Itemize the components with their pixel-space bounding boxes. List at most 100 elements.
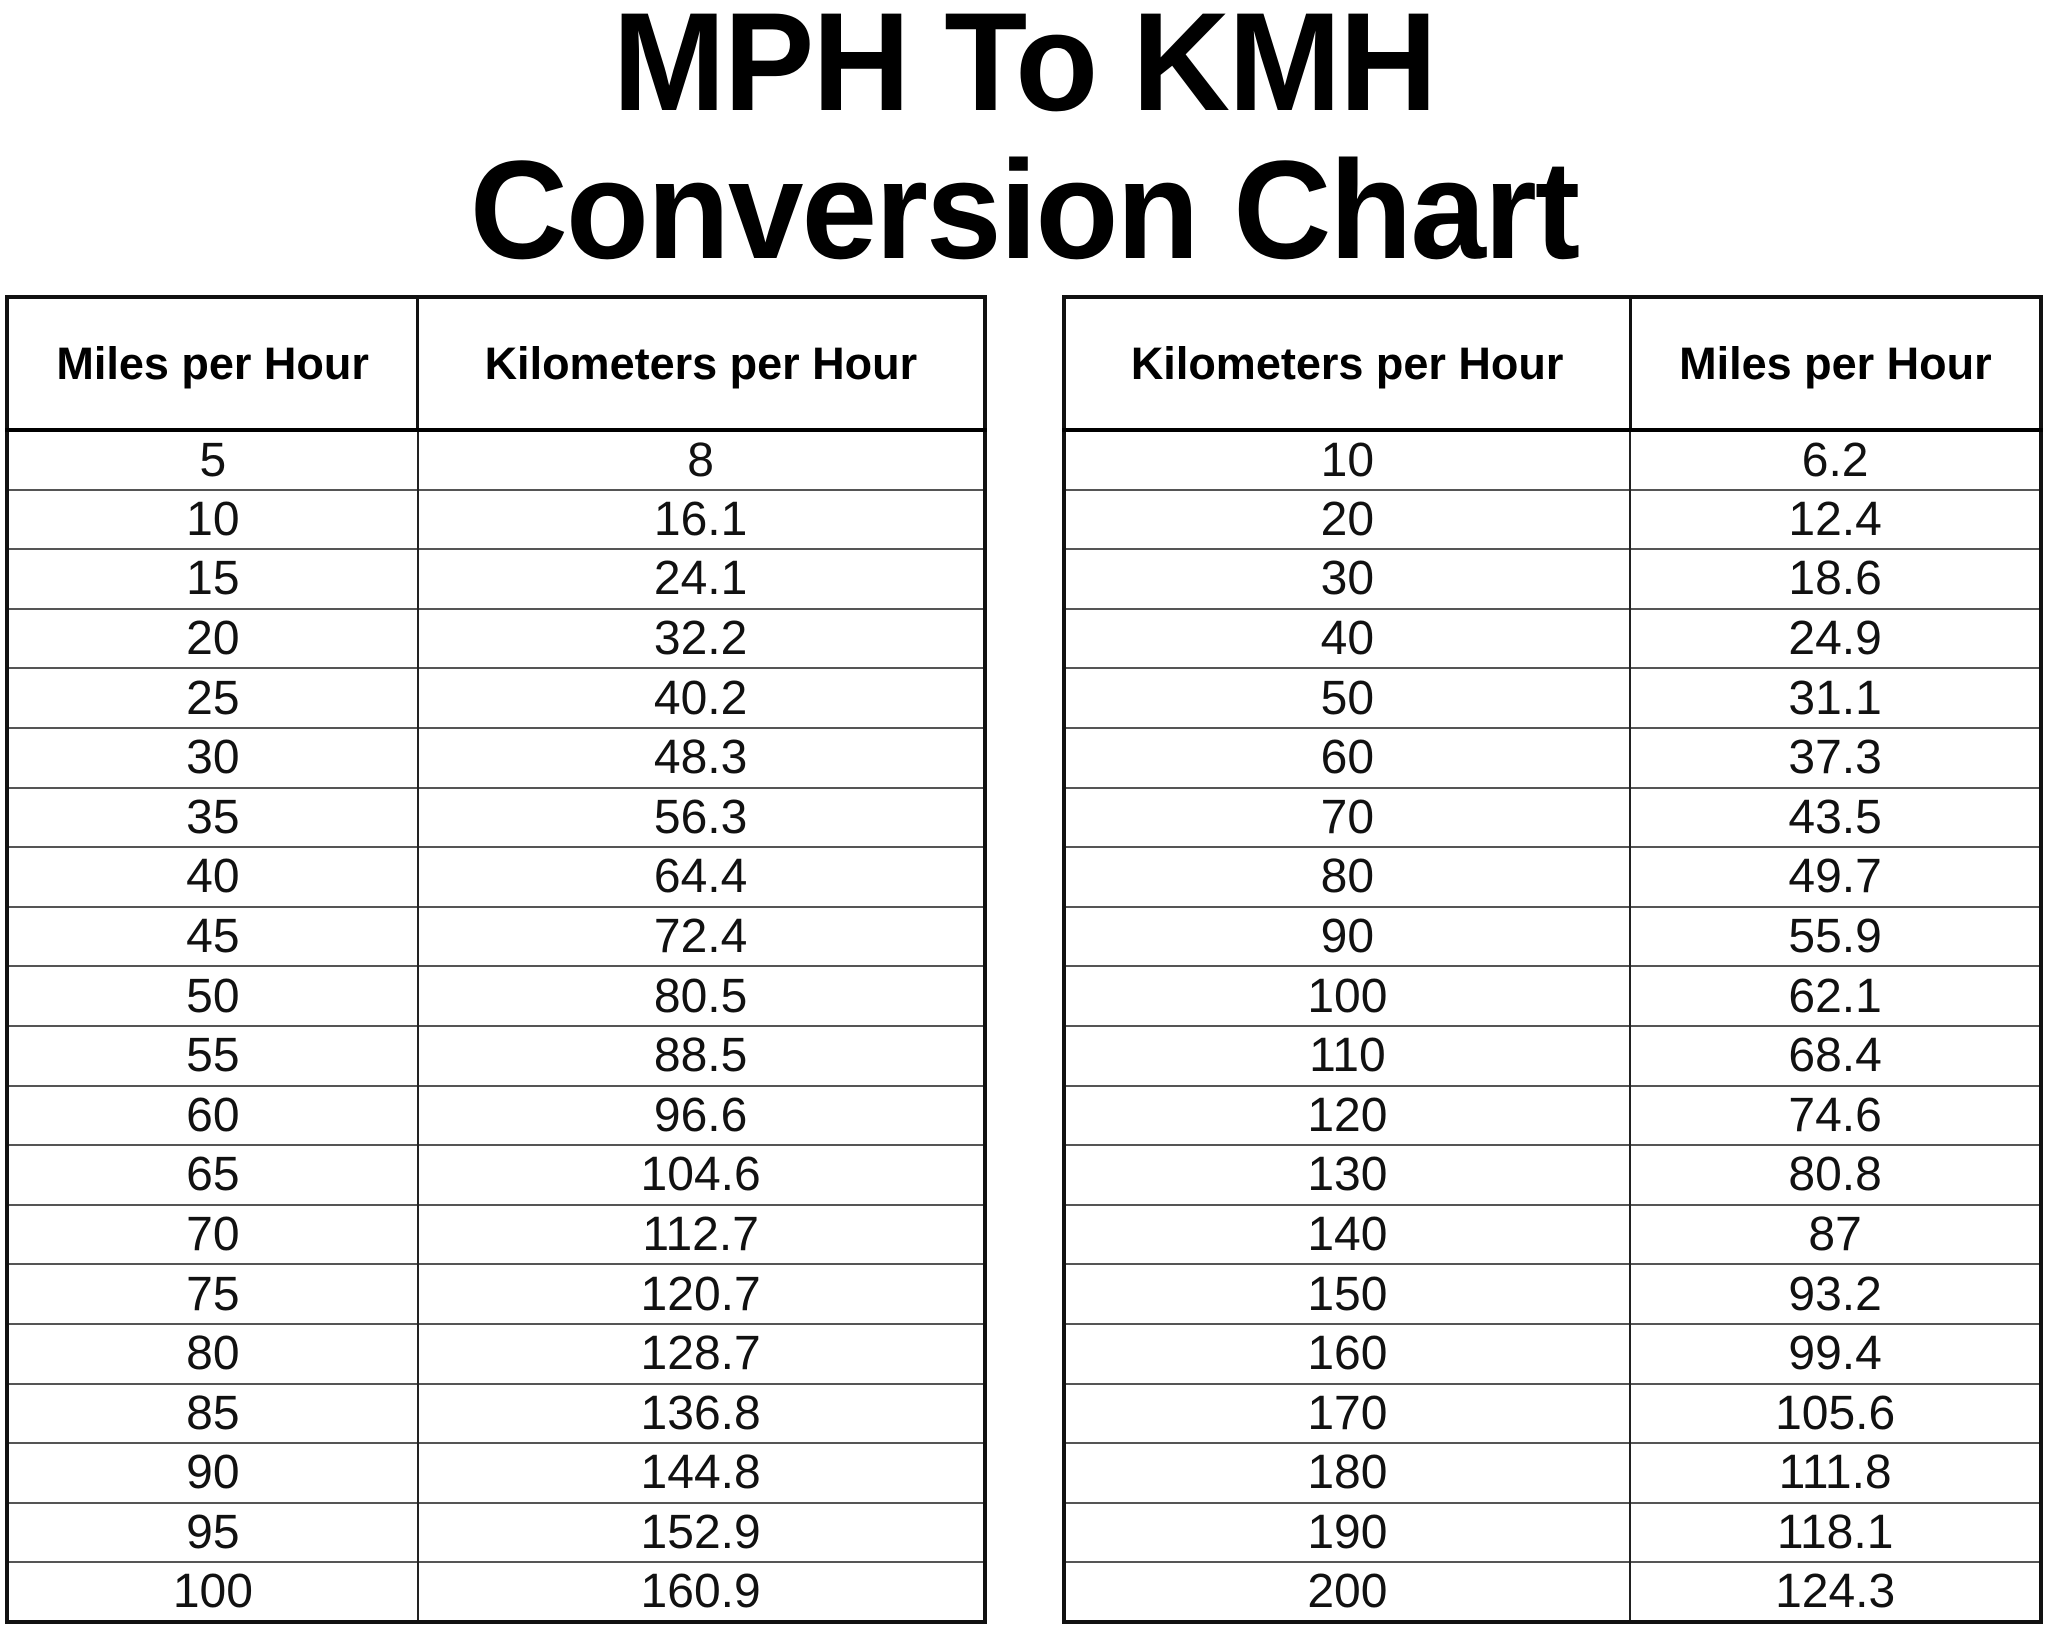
cell-value: 104.6 [640,1148,761,1202]
table-cell: 120.7 [416,1263,985,1324]
column-header-kilometers-per-hour: Kilometers per Hour [416,297,985,432]
cell-value: 180 [1307,1446,1388,1500]
cell-value: 105.6 [1775,1386,1896,1440]
cell-value: 10 [1320,433,1375,487]
table-row: 35 56.3 [7,786,985,848]
table-cell: 105.6 [1629,1382,2041,1444]
cell-value: 18.6 [1788,552,1882,606]
table-cell: 37.3 [1629,726,2041,788]
cell-value: 40.2 [653,671,748,725]
table-cell: 20 [7,607,418,669]
table-cell: 70 [7,1203,418,1265]
table-cell: 20 [1063,488,1631,550]
table-cell: 170 [1063,1382,1631,1444]
table-cell: 45 [7,905,418,967]
cell-value: 72.4 [653,910,748,964]
table-row: 85 136.8 [7,1382,985,1444]
table-cell: 111.8 [1629,1442,2041,1503]
table-cell: 150 [1063,1263,1631,1324]
cell-value: 62.1 [1788,969,1882,1023]
cell-value: 10 [186,492,240,546]
cell-value: 140 [1307,1208,1388,1262]
cell-value: 100 [172,1565,253,1619]
table-cell: 48.3 [416,726,985,788]
table-cell: 80.5 [416,965,985,1026]
table-cell: 100 [7,1561,418,1622]
table-cell: 6.2 [1629,429,2041,490]
table-cell: 43.5 [1629,786,2041,848]
table-cell: 100 [1063,965,1631,1026]
table-row: 60 96.6 [7,1084,985,1146]
cell-value: 35 [186,790,240,844]
cell-value: 74.6 [1788,1088,1882,1142]
table-cell: 55.9 [1629,905,2041,967]
table-row: 190 118.1 [1063,1501,2041,1563]
cell-value: 20 [186,612,240,666]
tables-container: Miles per Hour Kilometers per Hour 5 8 10 1… [5,295,2043,1624]
table-cell: 110 [1063,1024,1631,1086]
table-row: 90 144.8 [7,1442,985,1503]
cell-value: 56.3 [653,790,748,844]
table-cell: 65 [7,1144,418,1205]
cell-value: 6.2 [1801,433,1869,487]
cell-value: 75 [186,1267,240,1321]
cell-value: 80.8 [1788,1148,1882,1202]
cell-value: 55.9 [1788,910,1882,964]
table-row: 100 160.9 [7,1561,985,1622]
column-header-miles-per-hour: Miles per Hour [7,297,418,432]
table-cell: 50 [1063,667,1631,728]
table-row: 65 104.6 [7,1144,985,1205]
table-row: 170 105.6 [1063,1382,2041,1444]
table-cell: 31.1 [1629,667,2041,728]
mph-to-kmh-table-body: 5 8 10 16.1 15 24.1 20 32.2 25 40.2 30 48.3 35 56.3 40… [7,429,985,1622]
cell-value: 60 [1320,731,1375,785]
table-cell: 152.9 [416,1501,985,1563]
column-header-miles-per-hour: Miles per Hour [1628,297,2041,432]
table-cell: 112.7 [416,1203,985,1265]
table-cell: 49.7 [1629,846,2041,907]
table-row: 15 24.1 [7,548,985,609]
cell-value: 80.5 [653,969,748,1023]
table-row: 30 18.6 [1063,548,2041,609]
table-cell: 60 [1063,726,1631,788]
table-row: 180 111.8 [1063,1442,2041,1503]
cell-value: 60 [186,1088,240,1142]
table-cell: 74.6 [1629,1084,2041,1146]
table-cell: 25 [7,667,418,728]
table-row: 80 49.7 [1063,846,2041,907]
cell-value: 136.8 [640,1386,761,1440]
cell-value: 99.4 [1788,1327,1882,1381]
title-line-2: Conversion Chart [469,131,1580,288]
cell-value: 130 [1307,1148,1388,1202]
table-cell: 72.4 [416,905,985,967]
cell-value: 110 [1309,1029,1386,1083]
table-row: 90 55.9 [1063,905,2041,967]
table-row: 20 12.4 [1063,488,2041,550]
cell-value: 144.8 [640,1446,761,1500]
page-title: MPH To KMH Conversion Chart [31,0,2018,284]
cell-value: 20 [1320,492,1375,546]
cell-value: 90 [1320,910,1375,964]
cell-value: 48.3 [653,731,748,785]
cell-value: 5 [199,433,227,487]
kmh-to-mph-table-body: 10 6.2 20 12.4 30 18.6 40 24.9 50 31.1 60 37.3 70 43.… [1063,429,2041,1622]
table-cell: 90 [1063,905,1631,967]
cell-value: 152.9 [640,1505,761,1559]
cell-value: 64.4 [653,850,748,904]
table-cell: 15 [7,548,418,609]
cell-value: 68.4 [1788,1029,1882,1083]
table-cell: 160 [1063,1322,1631,1384]
table-row: 70 112.7 [7,1203,985,1265]
table-cell: 24.9 [1629,607,2041,669]
cell-value: 190 [1307,1505,1388,1559]
table-cell: 10 [7,488,418,550]
cell-value: 24.9 [1788,612,1882,666]
table-cell: 80 [1063,846,1631,907]
table-row: 50 80.5 [7,965,985,1026]
table-cell: 55 [7,1024,418,1086]
table-cell: 56.3 [416,786,985,848]
table-cell: 85 [7,1382,418,1444]
table-cell: 40.2 [416,667,985,728]
cell-value: 65 [186,1148,240,1202]
table-cell: 24.1 [416,548,985,609]
